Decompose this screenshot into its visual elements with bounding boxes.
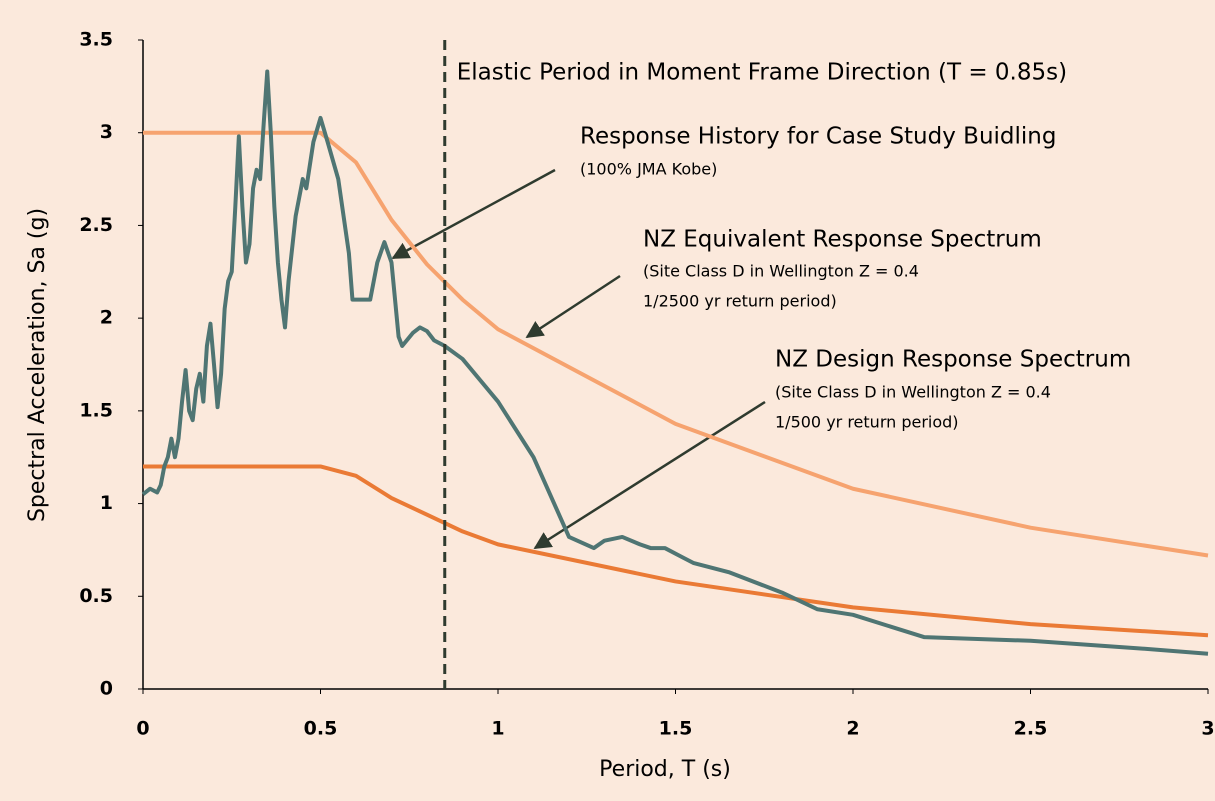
y-tick-label: 1.5: [79, 399, 113, 421]
y-tick-label: 3.5: [79, 29, 113, 51]
annotation: NZ Design Response Spectrum: [775, 347, 1131, 373]
y-tick-label: 0: [100, 678, 113, 700]
annotation-note: 1/500 yr return period): [775, 413, 959, 432]
x-tick-label: 2: [846, 718, 859, 740]
x-tick-label: 2.5: [1014, 718, 1048, 740]
annotation-note: (Site Class D in Wellington Z = 0.4: [775, 383, 1051, 402]
annotation: Response History for Case Study Buidling: [580, 124, 1056, 150]
x-tick-label: 1.5: [659, 718, 693, 740]
y-axis-title: Spectral Acceleration, Sa (g): [25, 208, 50, 522]
arrow: [525, 274, 621, 339]
arrow: [391, 168, 556, 260]
annotation-note: (100% JMA Kobe): [580, 160, 717, 179]
line-series: [141, 69, 1209, 656]
x-tick-label: 0.5: [304, 718, 338, 740]
y-tick-label: 3: [100, 121, 113, 143]
y-tick-label: 1: [100, 492, 113, 514]
vline-label: Elastic Period in Moment Frame Direction…: [457, 60, 1067, 86]
y-tick-label: 2.5: [79, 214, 113, 236]
x-tick-label: 1: [491, 718, 504, 740]
arrow: [533, 400, 766, 550]
y-tick-label: 2: [100, 307, 113, 329]
annotation-note: (Site Class D in Wellington Z = 0.4: [643, 262, 919, 281]
y-tick-label: 0.5: [79, 585, 113, 607]
x-axis-title: Period, T (s): [599, 757, 731, 782]
annotation: NZ Equivalent Response Spectrum: [643, 227, 1042, 253]
line-series: [143, 130, 1209, 558]
annotation-note: 1/2500 yr return period): [643, 292, 837, 311]
x-tick-label: 0: [136, 718, 149, 740]
x-tick-label: 3: [1201, 718, 1214, 740]
line-series: [143, 464, 1209, 638]
